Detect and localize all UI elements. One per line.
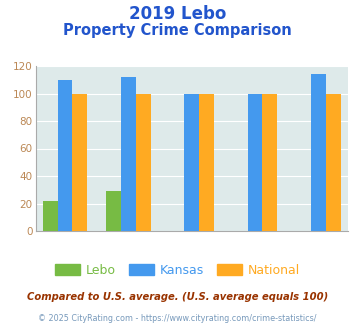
Text: Property Crime Comparison: Property Crime Comparison (63, 23, 292, 38)
Bar (311, 74, 326, 231)
Bar (72, 93, 87, 231)
Bar (326, 93, 340, 231)
Bar (184, 93, 199, 231)
Bar (248, 93, 262, 231)
Bar (262, 93, 277, 231)
Bar (121, 77, 136, 231)
Bar (106, 191, 121, 231)
Bar (136, 93, 151, 231)
Bar (43, 201, 58, 231)
Bar (199, 93, 214, 231)
Text: © 2025 CityRating.com - https://www.cityrating.com/crime-statistics/: © 2025 CityRating.com - https://www.city… (38, 314, 317, 323)
Text: Compared to U.S. average. (U.S. average equals 100): Compared to U.S. average. (U.S. average … (27, 292, 328, 302)
Bar (58, 80, 72, 231)
Legend: Lebo, Kansas, National: Lebo, Kansas, National (50, 259, 305, 282)
Text: 2019 Lebo: 2019 Lebo (129, 5, 226, 23)
